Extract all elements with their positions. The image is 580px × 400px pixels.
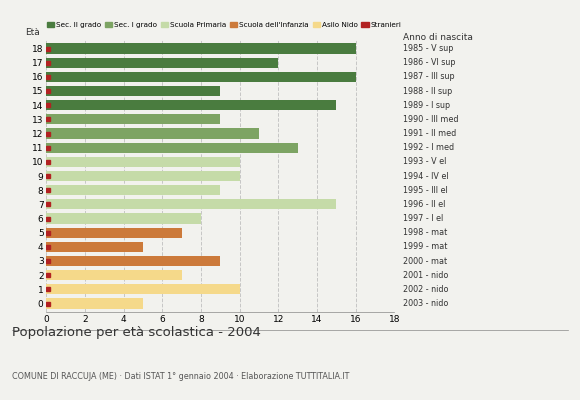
Text: 1991 - II med: 1991 - II med [403, 129, 456, 138]
Text: 1999 - mat: 1999 - mat [403, 242, 448, 251]
Bar [46, 298, 143, 309]
Bar [46, 214, 201, 224]
Bar [46, 199, 336, 210]
Bar [46, 228, 182, 238]
Bar [46, 72, 356, 82]
Text: 1985 - V sup: 1985 - V sup [403, 44, 454, 53]
Text: Età: Età [25, 28, 39, 37]
Legend: Sec. II grado, Sec. I grado, Scuola Primaria, Scuola dell'Infanzia, Asilo Nido, : Sec. II grado, Sec. I grado, Scuola Prim… [46, 22, 402, 28]
Bar [46, 142, 298, 153]
Text: 1988 - II sup: 1988 - II sup [403, 86, 452, 96]
Text: 2001 - nido: 2001 - nido [403, 271, 448, 280]
Text: Popolazione per età scolastica - 2004: Popolazione per età scolastica - 2004 [12, 326, 260, 339]
Text: 1996 - II el: 1996 - II el [403, 200, 445, 209]
Bar [46, 44, 356, 54]
Bar [46, 128, 259, 139]
Bar [46, 185, 220, 195]
Text: 2000 - mat: 2000 - mat [403, 256, 447, 266]
Text: 1986 - VI sup: 1986 - VI sup [403, 58, 456, 67]
Bar [46, 100, 336, 110]
Bar [46, 171, 240, 181]
Text: 1990 - III med: 1990 - III med [403, 115, 459, 124]
Bar [46, 114, 220, 124]
Text: 1994 - IV el: 1994 - IV el [403, 172, 449, 180]
Text: 1989 - I sup: 1989 - I sup [403, 101, 450, 110]
Bar [46, 284, 240, 294]
Bar [46, 242, 143, 252]
Text: 2002 - nido: 2002 - nido [403, 285, 448, 294]
Text: 1992 - I med: 1992 - I med [403, 143, 454, 152]
Text: Anno di nascita: Anno di nascita [403, 33, 473, 42]
Text: 1995 - III el: 1995 - III el [403, 186, 448, 195]
Bar [46, 157, 240, 167]
Bar [46, 256, 220, 266]
Text: 1993 - V el: 1993 - V el [403, 157, 447, 166]
Bar [46, 86, 220, 96]
Bar [46, 58, 278, 68]
Bar [46, 270, 182, 280]
Text: 2003 - nido: 2003 - nido [403, 299, 448, 308]
Text: 1997 - I el: 1997 - I el [403, 214, 443, 223]
Text: 1987 - III sup: 1987 - III sup [403, 72, 455, 81]
Text: COMUNE DI RACCUJA (ME) · Dati ISTAT 1° gennaio 2004 · Elaborazione TUTTITALIA.IT: COMUNE DI RACCUJA (ME) · Dati ISTAT 1° g… [12, 372, 349, 381]
Text: 1998 - mat: 1998 - mat [403, 228, 447, 237]
